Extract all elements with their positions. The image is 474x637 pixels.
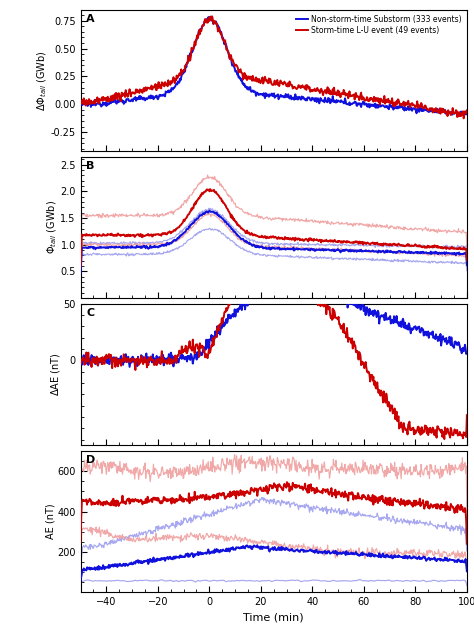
Y-axis label: $\Phi_{tail}$ (GWb): $\Phi_{tail}$ (GWb) [45,201,59,254]
Text: D: D [86,455,96,465]
Y-axis label: $\Delta$AE (nT): $\Delta$AE (nT) [49,353,62,396]
Text: A: A [86,14,95,24]
Legend: Non-storm-time Substorm (333 events), Storm-time L-U event (49 events): Non-storm-time Substorm (333 events), St… [295,13,463,36]
Y-axis label: $\Delta\Phi_{tail}$ (GWb): $\Delta\Phi_{tail}$ (GWb) [36,50,49,111]
Text: B: B [86,161,95,171]
Y-axis label: AE (nT): AE (nT) [46,504,56,540]
Text: C: C [86,308,94,318]
X-axis label: Time (min): Time (min) [244,613,304,623]
